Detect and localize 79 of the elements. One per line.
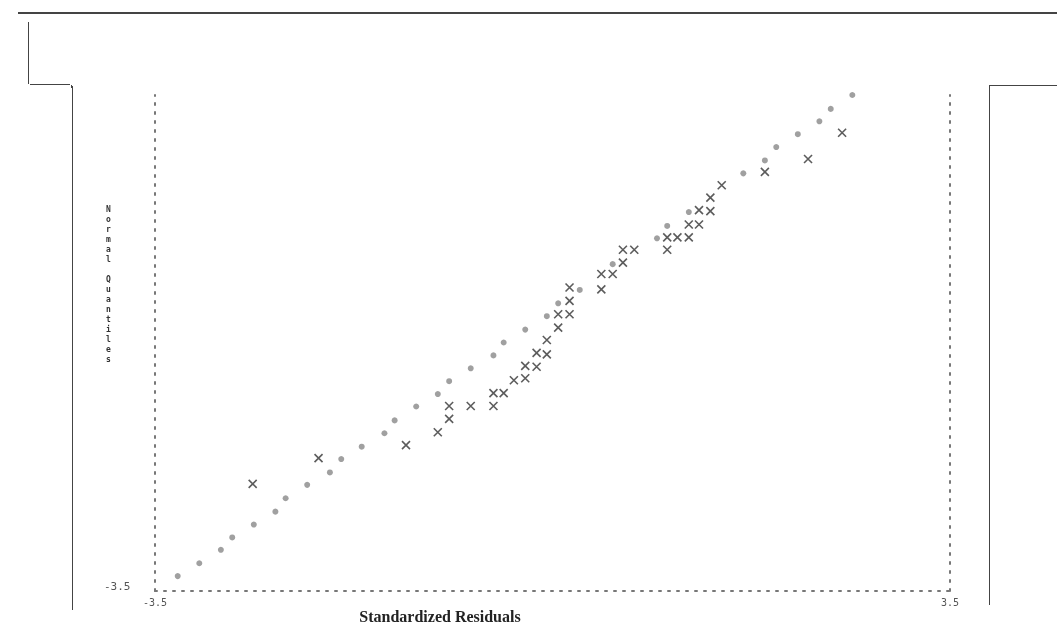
point [664,222,671,229]
point [446,378,453,385]
point [313,453,324,463]
x-axis-title: Standardized Residuals [358,608,522,626]
point [662,232,673,243]
point [609,261,616,268]
point [629,244,640,255]
point [773,144,780,151]
point [247,479,258,489]
point [434,391,441,398]
text: -3.5 [104,580,131,593]
point [683,232,694,243]
point [694,205,704,215]
point [705,192,716,203]
point [509,375,519,385]
point [432,427,443,438]
point [618,244,628,255]
point [761,157,768,164]
point [542,349,552,360]
point [596,269,607,279]
point [401,440,411,450]
point [553,309,563,320]
point [553,322,563,333]
point [488,388,499,398]
point [229,534,236,541]
point [531,362,542,372]
point [522,326,529,333]
point [618,257,628,268]
point [444,401,454,411]
point [272,508,279,515]
point [740,170,747,177]
point [816,118,823,125]
point [542,335,552,345]
point [490,352,497,359]
point [662,244,673,255]
point [543,313,550,320]
point [250,521,257,528]
point [694,219,704,230]
point [196,560,203,567]
point [576,286,583,293]
y-axis-title: Normal Quantiles [104,205,113,365]
point [607,269,618,279]
point [413,403,420,410]
point [520,361,531,371]
point [760,167,770,177]
point [672,232,683,243]
point [564,296,575,306]
point [358,443,365,450]
point [444,414,454,424]
point [564,282,575,293]
point [716,180,727,191]
point [683,219,694,230]
point [827,105,834,112]
point [555,300,562,307]
point [465,401,476,411]
point [326,469,333,476]
point [467,365,474,372]
point [391,417,398,424]
point [500,339,507,346]
point [849,92,856,98]
point [685,209,692,216]
point [304,481,311,488]
point [564,309,575,320]
point [531,348,542,358]
x-tick-label: 3.5 [940,596,960,608]
point [803,154,813,164]
point [338,456,345,463]
point [282,495,289,502]
point [705,206,716,216]
point [837,127,847,138]
point [174,573,181,580]
point [217,546,224,553]
point [381,430,388,437]
point [653,235,660,242]
point [520,373,531,384]
point [488,401,499,411]
point [498,388,509,398]
point [794,131,801,138]
point [596,284,607,295]
